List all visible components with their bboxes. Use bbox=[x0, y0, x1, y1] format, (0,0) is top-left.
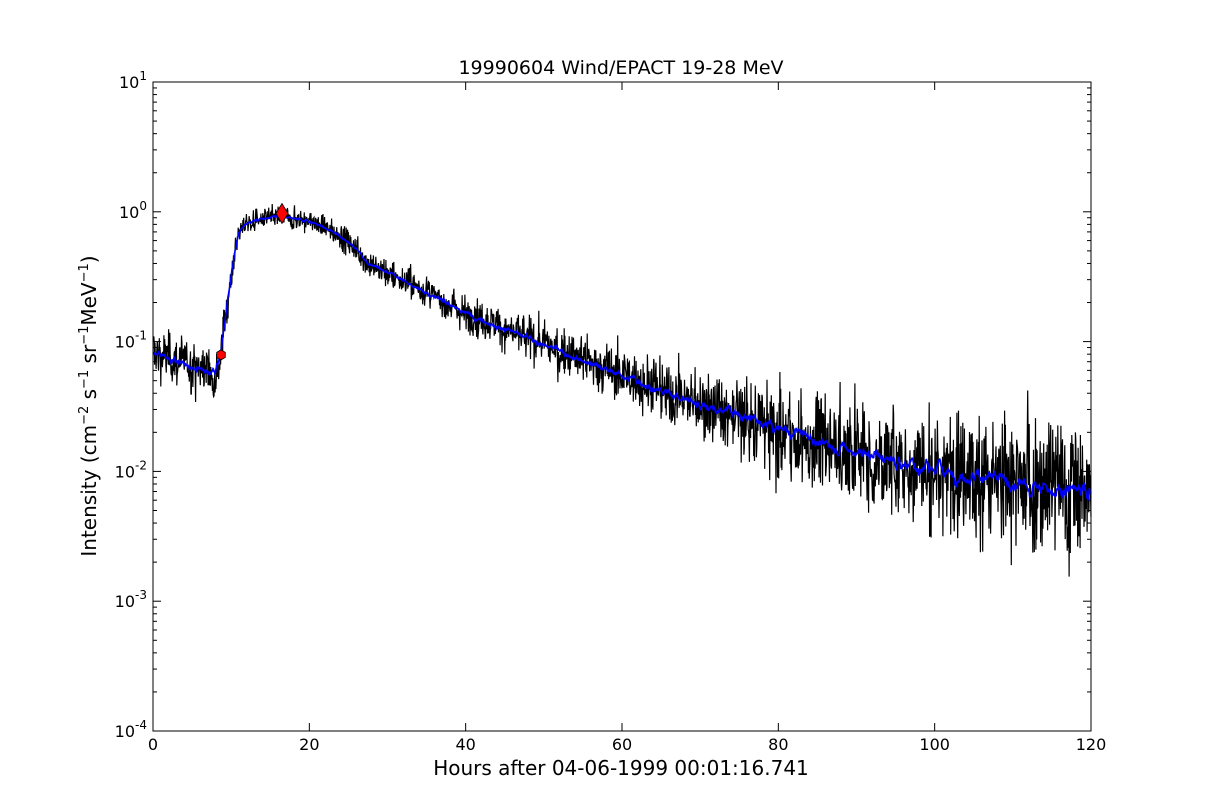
x-axis-label: Hours after 04-06-1999 00:01:16.741 bbox=[433, 756, 809, 780]
y-tick-label-base: 10 bbox=[115, 722, 135, 741]
y-tick-label: 100 bbox=[119, 199, 147, 222]
x-tick-label: 0 bbox=[148, 735, 158, 754]
x-tick-label: 120 bbox=[1076, 735, 1107, 754]
x-tick-label: 100 bbox=[919, 735, 950, 754]
chart-title: 19990604 Wind/EPACT 19-28 MeV bbox=[458, 57, 783, 79]
x-tick-label: 40 bbox=[455, 735, 475, 754]
peak-marker bbox=[275, 202, 289, 225]
y-tick-label-base: 10 bbox=[115, 333, 135, 352]
y-axis-label: Intensity (cm−2 s−1 sr−1MeV−1) bbox=[77, 255, 101, 556]
y-tick-label-exp: 0 bbox=[139, 199, 147, 213]
y-axis-label-prefix: Intensity (cm bbox=[77, 425, 101, 557]
y-tick-label: 101 bbox=[119, 69, 147, 92]
y-tick-label-exp: -1 bbox=[135, 329, 147, 343]
y-tick-label: 10-1 bbox=[115, 329, 147, 352]
y-axis-label-mid2: sr bbox=[77, 344, 101, 370]
plot-frame bbox=[152, 81, 1092, 732]
y-tick-label: 10-2 bbox=[115, 458, 147, 481]
y-tick-label-exp: -4 bbox=[135, 718, 147, 732]
y-tick-label-base: 10 bbox=[115, 592, 135, 611]
y-axis-label-exp4: −1 bbox=[77, 263, 92, 282]
y-tick-label-base: 10 bbox=[119, 203, 139, 222]
y-tick-label-exp: -2 bbox=[135, 458, 147, 472]
y-axis-label-mid1: s bbox=[77, 389, 101, 406]
y-tick-label-exp: -3 bbox=[135, 588, 147, 602]
y-tick-label: 10-3 bbox=[115, 588, 147, 611]
smoothed-intensity-line bbox=[152, 213, 1092, 501]
y-axis-label-exp3: −1 bbox=[77, 326, 92, 345]
x-tick-label: 20 bbox=[299, 735, 319, 754]
y-axis-label-exp2: −1 bbox=[77, 370, 92, 389]
x-tick-label: 80 bbox=[768, 735, 788, 754]
y-axis-label-suffix: ) bbox=[77, 255, 101, 263]
y-tick-label-base: 10 bbox=[119, 73, 139, 92]
y-axis-label-mid3: MeV bbox=[77, 282, 101, 326]
onset-marker bbox=[216, 349, 226, 361]
series-layer bbox=[152, 203, 1092, 577]
y-tick-label-base: 10 bbox=[115, 462, 135, 481]
marker-layer bbox=[216, 202, 289, 361]
y-tick-label-exp: 1 bbox=[139, 69, 147, 83]
y-tick-label: 10-4 bbox=[115, 718, 147, 741]
y-axis-label-exp1: −2 bbox=[77, 406, 92, 425]
x-tick-label: 60 bbox=[612, 735, 632, 754]
raw-intensity-line bbox=[152, 203, 1092, 577]
